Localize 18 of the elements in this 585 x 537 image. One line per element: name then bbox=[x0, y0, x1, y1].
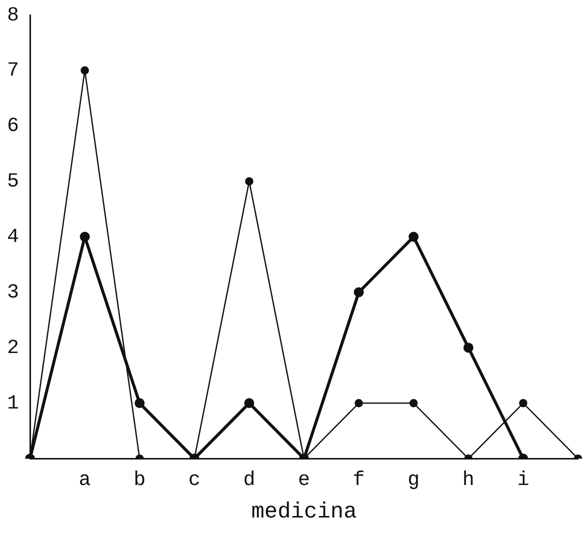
x-tick-label: a bbox=[78, 468, 91, 492]
x-axis-title: medicina bbox=[251, 500, 357, 525]
y-tick-label: 1 bbox=[6, 392, 19, 416]
x-tick-label: b bbox=[134, 468, 146, 492]
y-tick-label: 4 bbox=[6, 226, 19, 250]
y-tick-label: 8 bbox=[6, 4, 19, 28]
x-tick-label: e bbox=[298, 468, 310, 492]
x-tick-label: c bbox=[188, 468, 200, 492]
y-tick-label: 5 bbox=[6, 170, 19, 194]
y-tick-label: 7 bbox=[6, 60, 19, 83]
y-tick-label: 6 bbox=[6, 115, 19, 138]
x-tick-label: h bbox=[462, 468, 474, 492]
y-tick-label: 3 bbox=[6, 282, 19, 305]
x-tick-label: g bbox=[408, 468, 420, 492]
y-tick-label: 2 bbox=[6, 336, 19, 360]
x-tick-label: f bbox=[352, 468, 365, 492]
x-tick-label: d bbox=[243, 468, 256, 492]
x-tick-label: i bbox=[517, 468, 530, 492]
